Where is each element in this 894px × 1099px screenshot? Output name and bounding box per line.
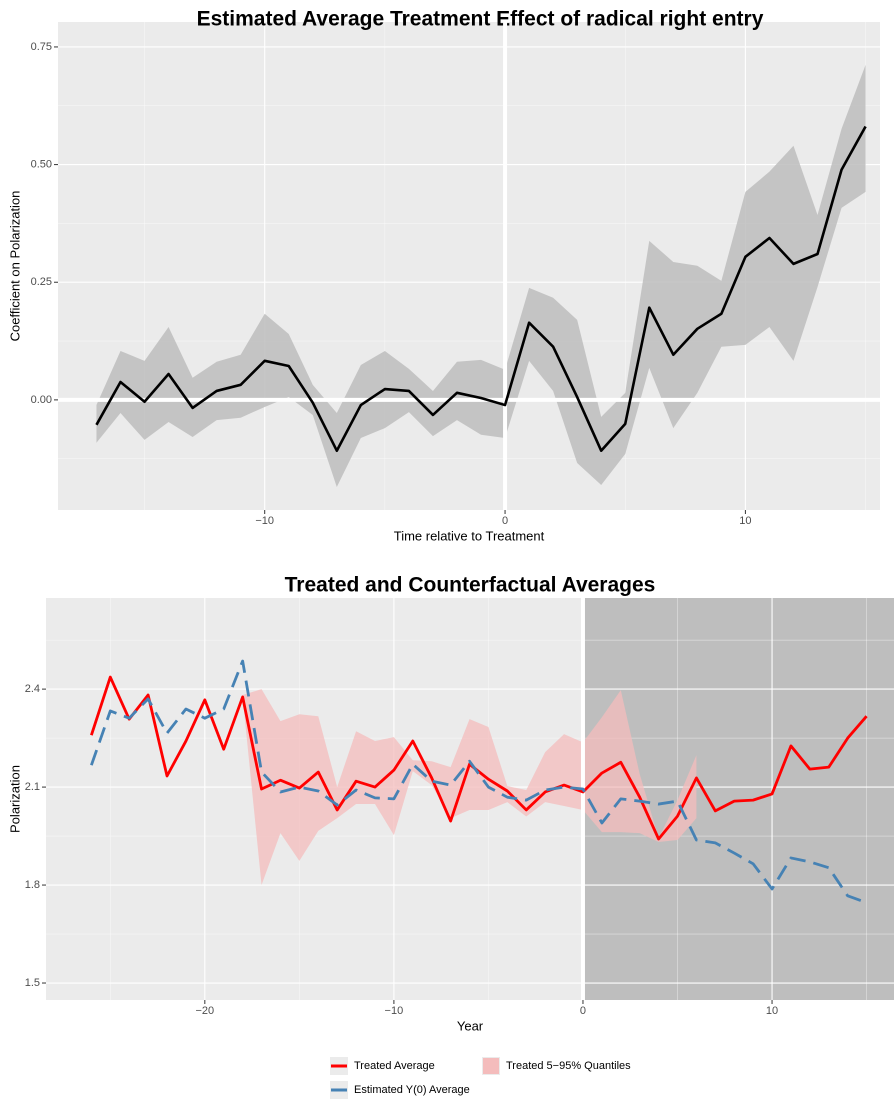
y-tick-label: 1.5: [25, 977, 40, 989]
y-axis-title: Coefficient on Polarization: [7, 191, 22, 342]
x-tick-label: 0: [580, 1005, 586, 1017]
y-tick-label: 0.00: [31, 394, 52, 406]
legend-item: Treated 5−95% Quantiles: [482, 1057, 631, 1075]
average-line: [90, 675, 868, 841]
quantile-band: [242, 689, 697, 886]
legend-item: Treated Average: [330, 1057, 435, 1075]
x-tick-label: −10: [385, 1005, 404, 1017]
x-axis-title: Time relative to Treatment: [394, 528, 545, 543]
y-axis-title: Polarization: [7, 765, 22, 833]
legend-label: Treated 5−95% Quantiles: [506, 1060, 631, 1072]
chart-title: Estimated Average Treatment Effect of ra…: [197, 8, 764, 31]
legend-key: [483, 1058, 499, 1074]
effect-line: [95, 125, 867, 453]
y-tick-label: 0.50: [31, 158, 52, 170]
x-tick-label: 10: [739, 515, 751, 527]
confidence-band: [96, 64, 866, 487]
x-tick-label: 0: [502, 515, 508, 527]
y-tick-label: 2.4: [25, 683, 40, 695]
x-tick-label: −10: [255, 515, 274, 527]
y-tick-label: 0.75: [31, 41, 52, 53]
legend-item: Estimated Y(0) Average: [330, 1081, 470, 1099]
x-axis-title: Year: [457, 1018, 484, 1033]
x-tick-label: −20: [195, 1005, 214, 1017]
y-tick-label: 0.25: [31, 276, 52, 288]
legend-label: Treated Average: [354, 1060, 435, 1072]
average-line: [90, 659, 868, 904]
y-tick-label: 2.1: [25, 781, 40, 793]
legend-label: Estimated Y(0) Average: [354, 1084, 470, 1096]
chart-title: Treated and Counterfactual Averages: [285, 574, 656, 597]
x-tick-label: 10: [766, 1005, 778, 1017]
y-tick-label: 1.8: [25, 879, 40, 891]
